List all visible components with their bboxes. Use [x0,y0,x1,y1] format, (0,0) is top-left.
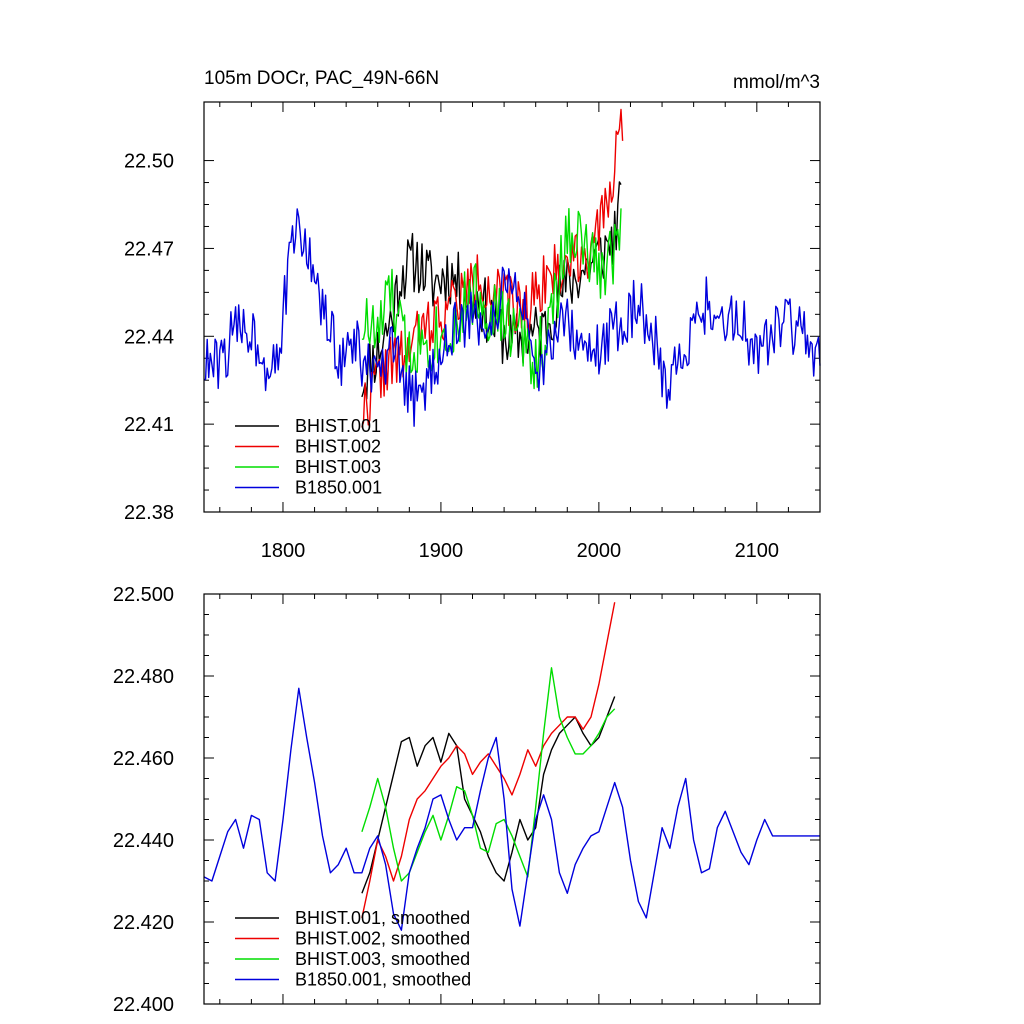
y-tick-label: 22.400 [113,994,174,1016]
legend-label: BHIST.001, smoothed [295,908,470,928]
legend-label: B1850.001 [295,478,382,498]
top-chart-panel: 105m DOCr, PAC_49N-66N mmol/m^3 1800 1900… [124,68,821,562]
series-line-3 [361,667,616,882]
top-chart-series [203,108,821,428]
x-tick-label: 1800 [261,540,306,562]
series-line-4 [203,687,820,931]
legend-label: BHIST.002, smoothed [295,929,470,949]
y-tick-label: 22.460 [113,748,174,770]
y-tick-label: 22.44 [124,326,174,348]
x-tick-label: 1900 [419,540,464,562]
legend-label: BHIST.003, smoothed [295,949,470,969]
top-chart-units: mmol/m^3 [733,72,820,93]
legend-label: B1850.001, smoothed [295,970,471,990]
bottom-chart-panel: 22.400 22.420 22.440 22.460 22.480 22.500 BHI… [113,584,821,1016]
series-line-4 [203,208,821,427]
series-line-3 [361,208,622,390]
y-tick-label: 22.420 [113,912,174,934]
series-line-2 [361,602,616,919]
x-tick-label: 2000 [577,540,622,562]
y-tick-label: 22.480 [113,666,174,688]
y-tick-label: 22.41 [124,414,174,436]
legend-label: BHIST.003 [295,457,381,477]
x-tick-label: 2100 [735,540,780,562]
y-tick-label: 22.50 [124,151,174,173]
legend-label: BHIST.002 [295,437,381,457]
bottom-chart-tick-labels: 22.400 22.420 22.440 22.460 22.480 22.500 [113,584,174,1016]
y-tick-label: 22.38 [124,502,174,524]
series-line-2 [361,108,624,428]
y-tick-label: 22.440 [113,830,174,852]
bottom-chart-ticks [204,593,821,1005]
series-line-1 [361,181,622,400]
series-line-1 [361,696,616,894]
top-chart-frame [203,101,821,513]
legend-label: BHIST.001 [295,416,381,436]
y-tick-label: 22.47 [124,238,174,260]
top-chart-title: 105m DOCr, PAC_49N-66N [204,68,439,89]
bottom-chart-series [203,602,820,931]
y-tick-label: 22.500 [113,584,174,606]
bottom-chart-frame [203,593,821,1005]
top-chart-tick-labels: 1800 1900 2000 2100 22.38 22.41 22.44 22.47 22.5… [124,151,779,562]
